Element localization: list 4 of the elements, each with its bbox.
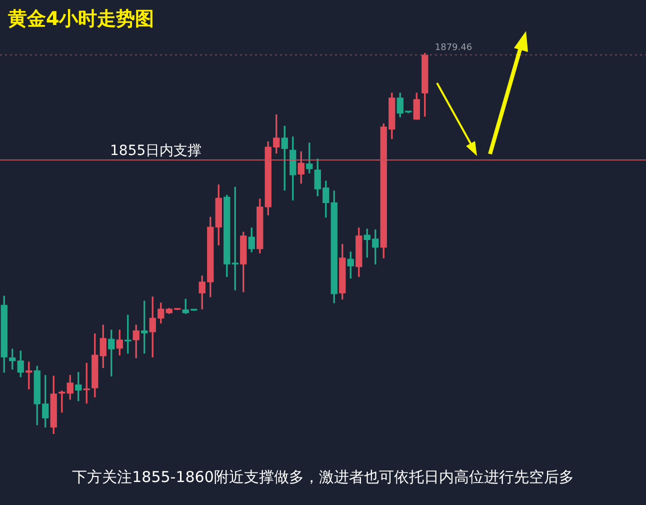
ref-line-label: 1855日内支撑 [110,143,202,160]
text: 1879.46 [434,42,472,53]
chart-title: 黄金4小时走势图 [8,7,154,32]
text: 下方关注1855-1860附近支撑做多，激进者也可依托日内高位进行先空后多 [71,468,575,487]
